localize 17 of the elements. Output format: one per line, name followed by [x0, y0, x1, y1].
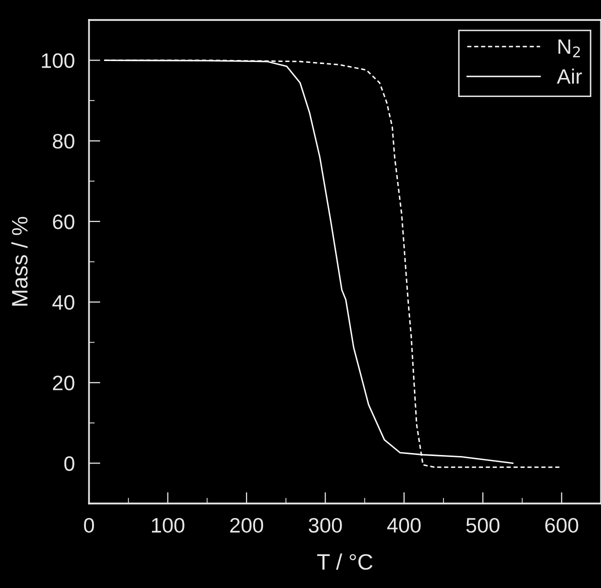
x-tick-label: 600	[545, 518, 578, 533]
x-axis-title: T / °C	[317, 553, 372, 570]
x-tick-label: 100	[152, 518, 184, 533]
x-tick-label: 200	[230, 518, 264, 533]
y-tick-label: 40	[52, 295, 74, 310]
legend-label: N$_{2}$	[558, 39, 580, 58]
x-tick-label: 0	[84, 518, 94, 533]
y-tick-label: 100	[42, 53, 74, 68]
y-tick-label: 20	[52, 376, 74, 390]
y-tick-label: 80	[52, 134, 74, 149]
y-tick-label: 60	[53, 214, 74, 230]
x-tick-label: 500	[466, 518, 500, 533]
x-tick-label: 400	[387, 518, 421, 533]
y-tick-label: 0	[64, 456, 74, 471]
y-axis-title: Mass / %	[11, 216, 28, 306]
legend-label: Air	[556, 68, 582, 84]
x-tick-label: 300	[308, 518, 342, 533]
